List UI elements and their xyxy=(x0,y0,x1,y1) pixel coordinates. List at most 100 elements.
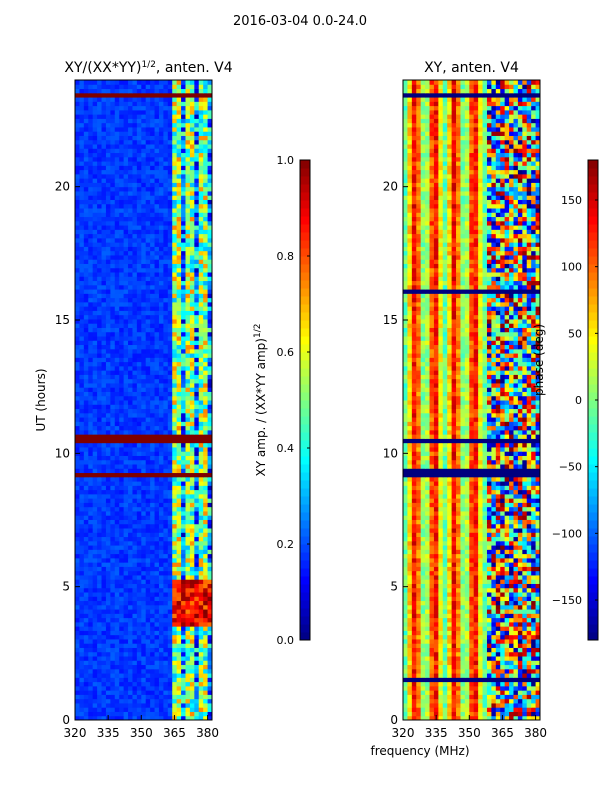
heatmap-cell xyxy=(132,310,138,316)
heatmap-cell xyxy=(123,122,129,128)
heatmap-cell xyxy=(123,293,129,299)
heatmap-cell xyxy=(163,711,169,717)
heatmap-cell xyxy=(176,92,182,98)
heatmap-cell xyxy=(97,331,103,337)
heatmap-cell xyxy=(83,690,89,695)
heatmap-cell xyxy=(203,702,209,708)
heatmap-cell xyxy=(101,498,107,503)
heatmap-cell xyxy=(92,451,98,456)
heatmap-cell xyxy=(189,340,195,346)
heatmap-cell xyxy=(83,276,89,282)
heatmap-cell xyxy=(114,126,120,132)
heatmap-cell xyxy=(172,182,178,188)
heatmap-cell xyxy=(75,476,80,482)
heatmap-cell xyxy=(185,515,191,520)
heatmap-cell xyxy=(150,250,156,256)
heatmap-cell xyxy=(92,182,98,188)
heatmap-cell xyxy=(176,643,182,648)
heatmap-cell xyxy=(128,408,133,414)
heatmap-cell xyxy=(83,365,89,371)
heatmap-cell xyxy=(194,540,200,546)
heatmap-cell xyxy=(123,476,129,482)
heatmap-cell xyxy=(185,549,191,555)
heatmap-cell xyxy=(101,464,107,469)
heatmap-cell xyxy=(141,519,147,525)
heatmap-cell xyxy=(75,280,80,286)
heatmap-cell xyxy=(154,417,160,422)
heatmap-cell xyxy=(88,208,94,213)
heatmap-cell xyxy=(83,574,89,580)
heatmap-cell xyxy=(114,425,120,431)
heatmap-cell xyxy=(119,438,125,444)
heatmap-cell xyxy=(101,455,107,461)
heatmap-cell xyxy=(105,156,111,162)
heatmap-cell xyxy=(189,583,195,589)
heatmap-cell xyxy=(150,609,156,614)
heatmap-cell xyxy=(185,195,191,200)
heatmap-cell xyxy=(167,485,173,491)
heatmap-cell xyxy=(198,259,204,264)
heatmap-cell xyxy=(141,506,147,512)
heatmap-cell xyxy=(150,481,156,486)
heatmap-cell xyxy=(181,528,186,533)
heatmap-cell xyxy=(110,199,116,205)
colorbar-tick-label: 0.4 xyxy=(277,442,295,455)
heatmap-cell xyxy=(500,698,506,704)
heatmap-cell xyxy=(88,434,94,439)
heatmap-cell xyxy=(150,417,156,422)
heatmap-cell xyxy=(154,404,160,410)
heatmap-cell xyxy=(150,510,156,516)
heatmap-cell xyxy=(119,161,125,166)
heatmap-cell xyxy=(128,378,133,384)
heatmap-cell xyxy=(105,651,111,657)
colorbar-segment xyxy=(300,576,310,585)
heatmap-cell xyxy=(110,651,116,657)
heatmap-cell xyxy=(163,523,169,529)
heatmap-cell xyxy=(150,212,156,218)
heatmap-cell xyxy=(150,126,156,132)
heatmap-cell xyxy=(114,557,120,563)
heatmap-cell xyxy=(145,519,151,525)
heatmap-cell xyxy=(145,493,151,499)
heatmap-cell xyxy=(119,284,125,290)
heatmap-cell xyxy=(176,84,182,90)
heatmap-cell xyxy=(88,425,94,431)
heatmap-cell xyxy=(97,173,103,179)
heatmap-cell xyxy=(167,229,173,235)
heatmap-cell xyxy=(189,468,195,474)
heatmap-cell xyxy=(105,694,111,700)
heatmap-cell xyxy=(207,212,213,218)
heatmap-cell xyxy=(128,306,133,311)
heatmap-cell xyxy=(185,681,191,687)
heatmap-cell xyxy=(83,408,89,414)
heatmap-cell xyxy=(114,638,120,644)
heatmap-cell xyxy=(141,391,147,397)
heatmap-cell xyxy=(75,634,80,640)
heatmap-cell xyxy=(92,208,98,213)
heatmap-cell xyxy=(88,566,94,572)
heatmap-cell xyxy=(141,353,147,358)
heatmap-cell xyxy=(176,566,182,572)
heatmap-cell xyxy=(167,660,173,666)
heatmap-cell xyxy=(185,208,191,213)
heatmap-cell xyxy=(75,536,80,542)
heatmap-cell xyxy=(176,557,182,563)
heatmap-cell xyxy=(83,225,89,230)
heatmap-cell xyxy=(101,131,107,136)
heatmap-cell xyxy=(132,272,138,277)
heatmap-cell xyxy=(145,178,151,183)
heatmap-cell xyxy=(105,643,111,648)
heatmap-cell xyxy=(176,190,182,196)
x-tick-label: 335 xyxy=(97,726,120,740)
heatmap-cell xyxy=(176,592,182,597)
heatmap-cell xyxy=(92,323,98,328)
heatmap-cell xyxy=(473,702,479,708)
heatmap-cell xyxy=(158,233,164,239)
heatmap-cell xyxy=(158,387,164,392)
heatmap-cell xyxy=(75,493,80,499)
heatmap-cell xyxy=(101,250,107,256)
heatmap-cell xyxy=(207,651,213,657)
heatmap-cell xyxy=(97,323,103,328)
heatmap-cell xyxy=(105,707,111,712)
heatmap-cell xyxy=(185,92,191,98)
